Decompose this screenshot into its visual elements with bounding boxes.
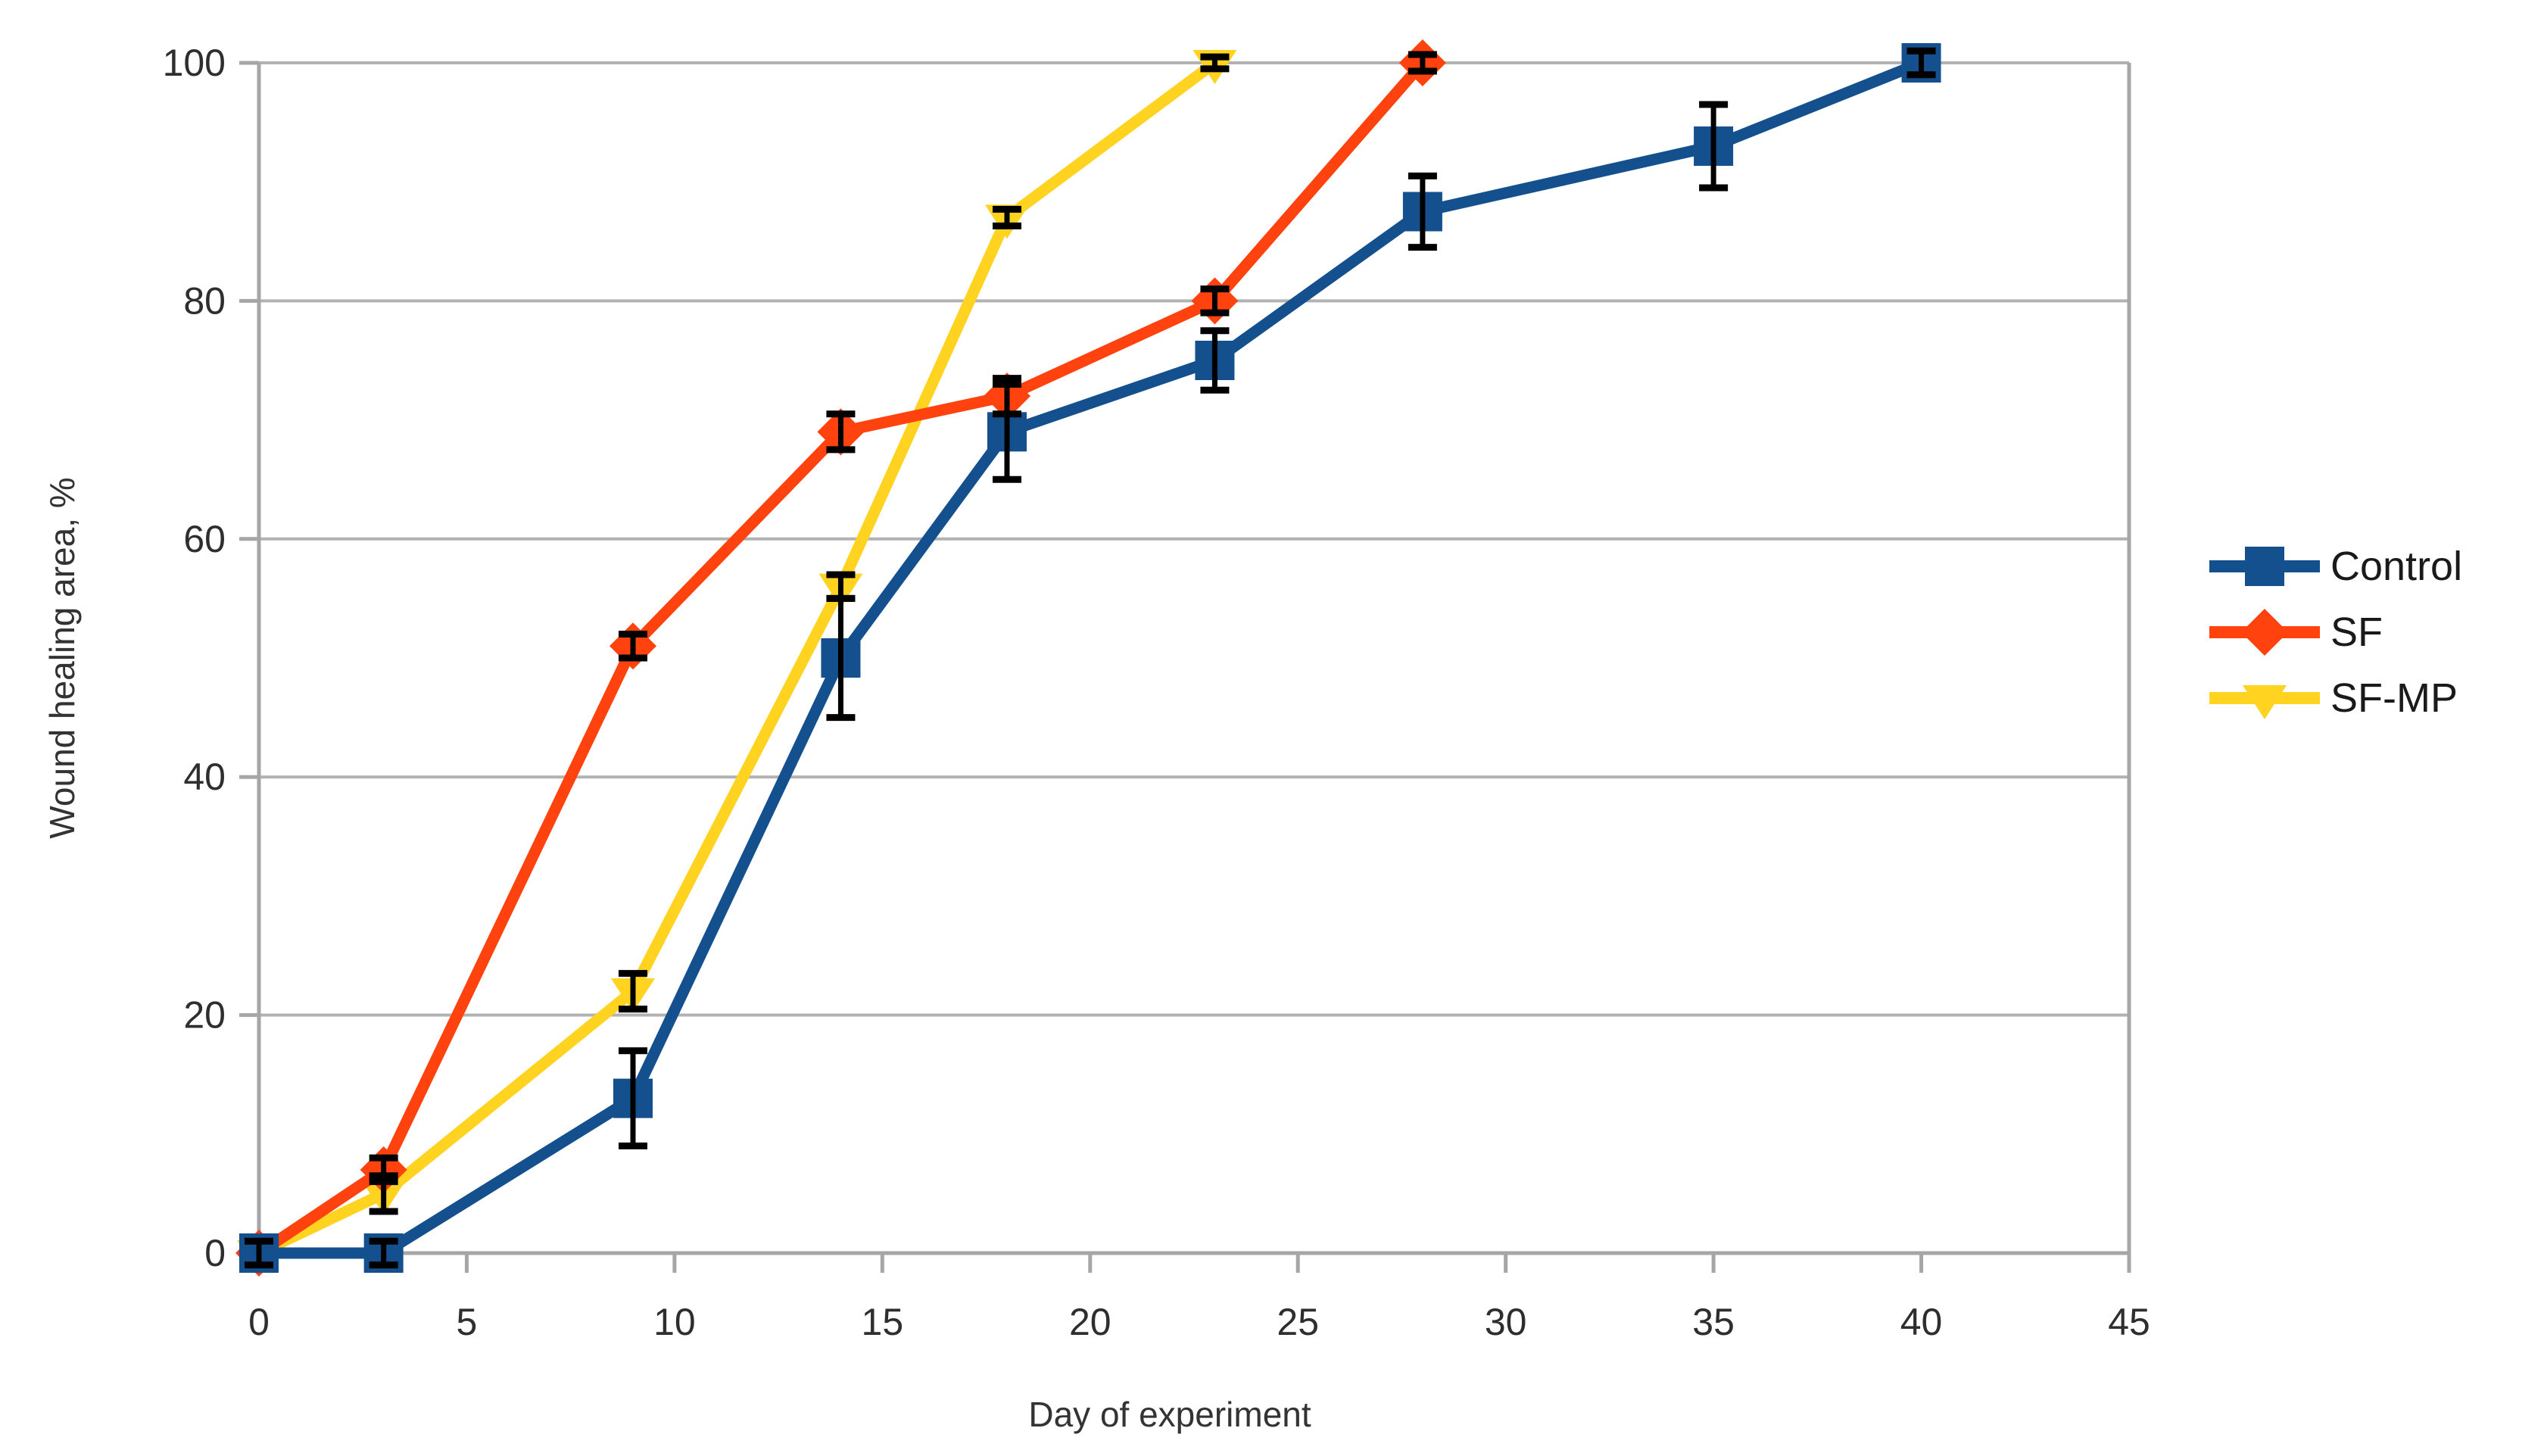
error-bar-control-day0 [245,1237,273,1269]
x-tick-label-45: 45 [2108,1301,2150,1343]
legend-label-control: Control [2330,544,2462,589]
y-axis-title: Wound healing area, % [42,477,82,839]
x-axis-title: Day of experiment [1028,1395,1311,1434]
error-bars [245,47,1936,1269]
series-line-sf-mp [253,57,1221,1259]
y-tick-label-40: 40 [183,756,226,798]
legend-marker-diamond-icon [2241,609,2288,656]
error-bar-sf-day23 [1200,285,1230,316]
error-bar-control-day23 [1200,327,1230,394]
legend-item-sf-mp: SF-MP [2209,675,2458,721]
x-tick-label-20: 20 [1069,1301,1111,1343]
x-tick-label-15: 15 [862,1301,904,1343]
axes [257,63,2131,1273]
error-bar-sf-mp-day18 [993,205,1021,229]
x-tick-label-10: 10 [653,1301,696,1343]
y-tick-label-60: 60 [183,518,226,560]
error-bar-sf-mp-day14 [826,571,856,602]
legend-marker-square-icon [2245,547,2284,586]
error-bar-sf-mp-day9 [619,970,647,1013]
legend-item-sf: SF [2209,609,2383,656]
series-line-control [253,57,1928,1259]
series-sf-mp [237,50,1237,1274]
error-bar-control-day28 [1408,172,1437,251]
y-tick-label-0: 0 [204,1232,226,1274]
error-bar-sf-mp-day23 [1200,53,1230,73]
x-tick-label-0: 0 [248,1301,270,1343]
x-tick-label-35: 35 [1692,1301,1735,1343]
error-bar-sf-day9 [619,631,647,662]
error-bar-sf-day14 [826,410,856,454]
error-bar-sf-day18 [993,375,1021,418]
y-tick-label-20: 20 [183,994,226,1037]
y-tick-labels: 0 20 40 60 80 100 [163,42,226,1274]
legend: Control SF SF-MP [2209,544,2462,721]
x-tick-label-25: 25 [1277,1301,1319,1343]
y-tick-label-80: 80 [183,279,226,322]
error-bar-control-day3 [369,1237,398,1269]
series-control [239,43,1941,1273]
y-tick-label-100: 100 [163,42,226,84]
error-bar-sf-mp-day3 [369,1172,398,1215]
legend-marker-triangle-down-icon [2243,685,2287,719]
x-tick-label-40: 40 [1900,1301,1943,1343]
legend-label-sf: SF [2330,610,2383,655]
x-tick-label-30: 30 [1485,1301,1527,1343]
x-tick-label-5: 5 [457,1301,478,1343]
x-ticks: 0 5 10 15 20 25 30 35 40 45 [248,1253,2150,1343]
error-bar-control-day9 [619,1047,647,1150]
legend-label-sf-mp: SF-MP [2330,675,2458,721]
error-bar-sf-day28 [1408,51,1437,75]
legend-item-control: Control [2209,544,2462,589]
error-bar-control-day35 [1699,101,1729,192]
error-bar-control-day40 [1906,47,1936,79]
